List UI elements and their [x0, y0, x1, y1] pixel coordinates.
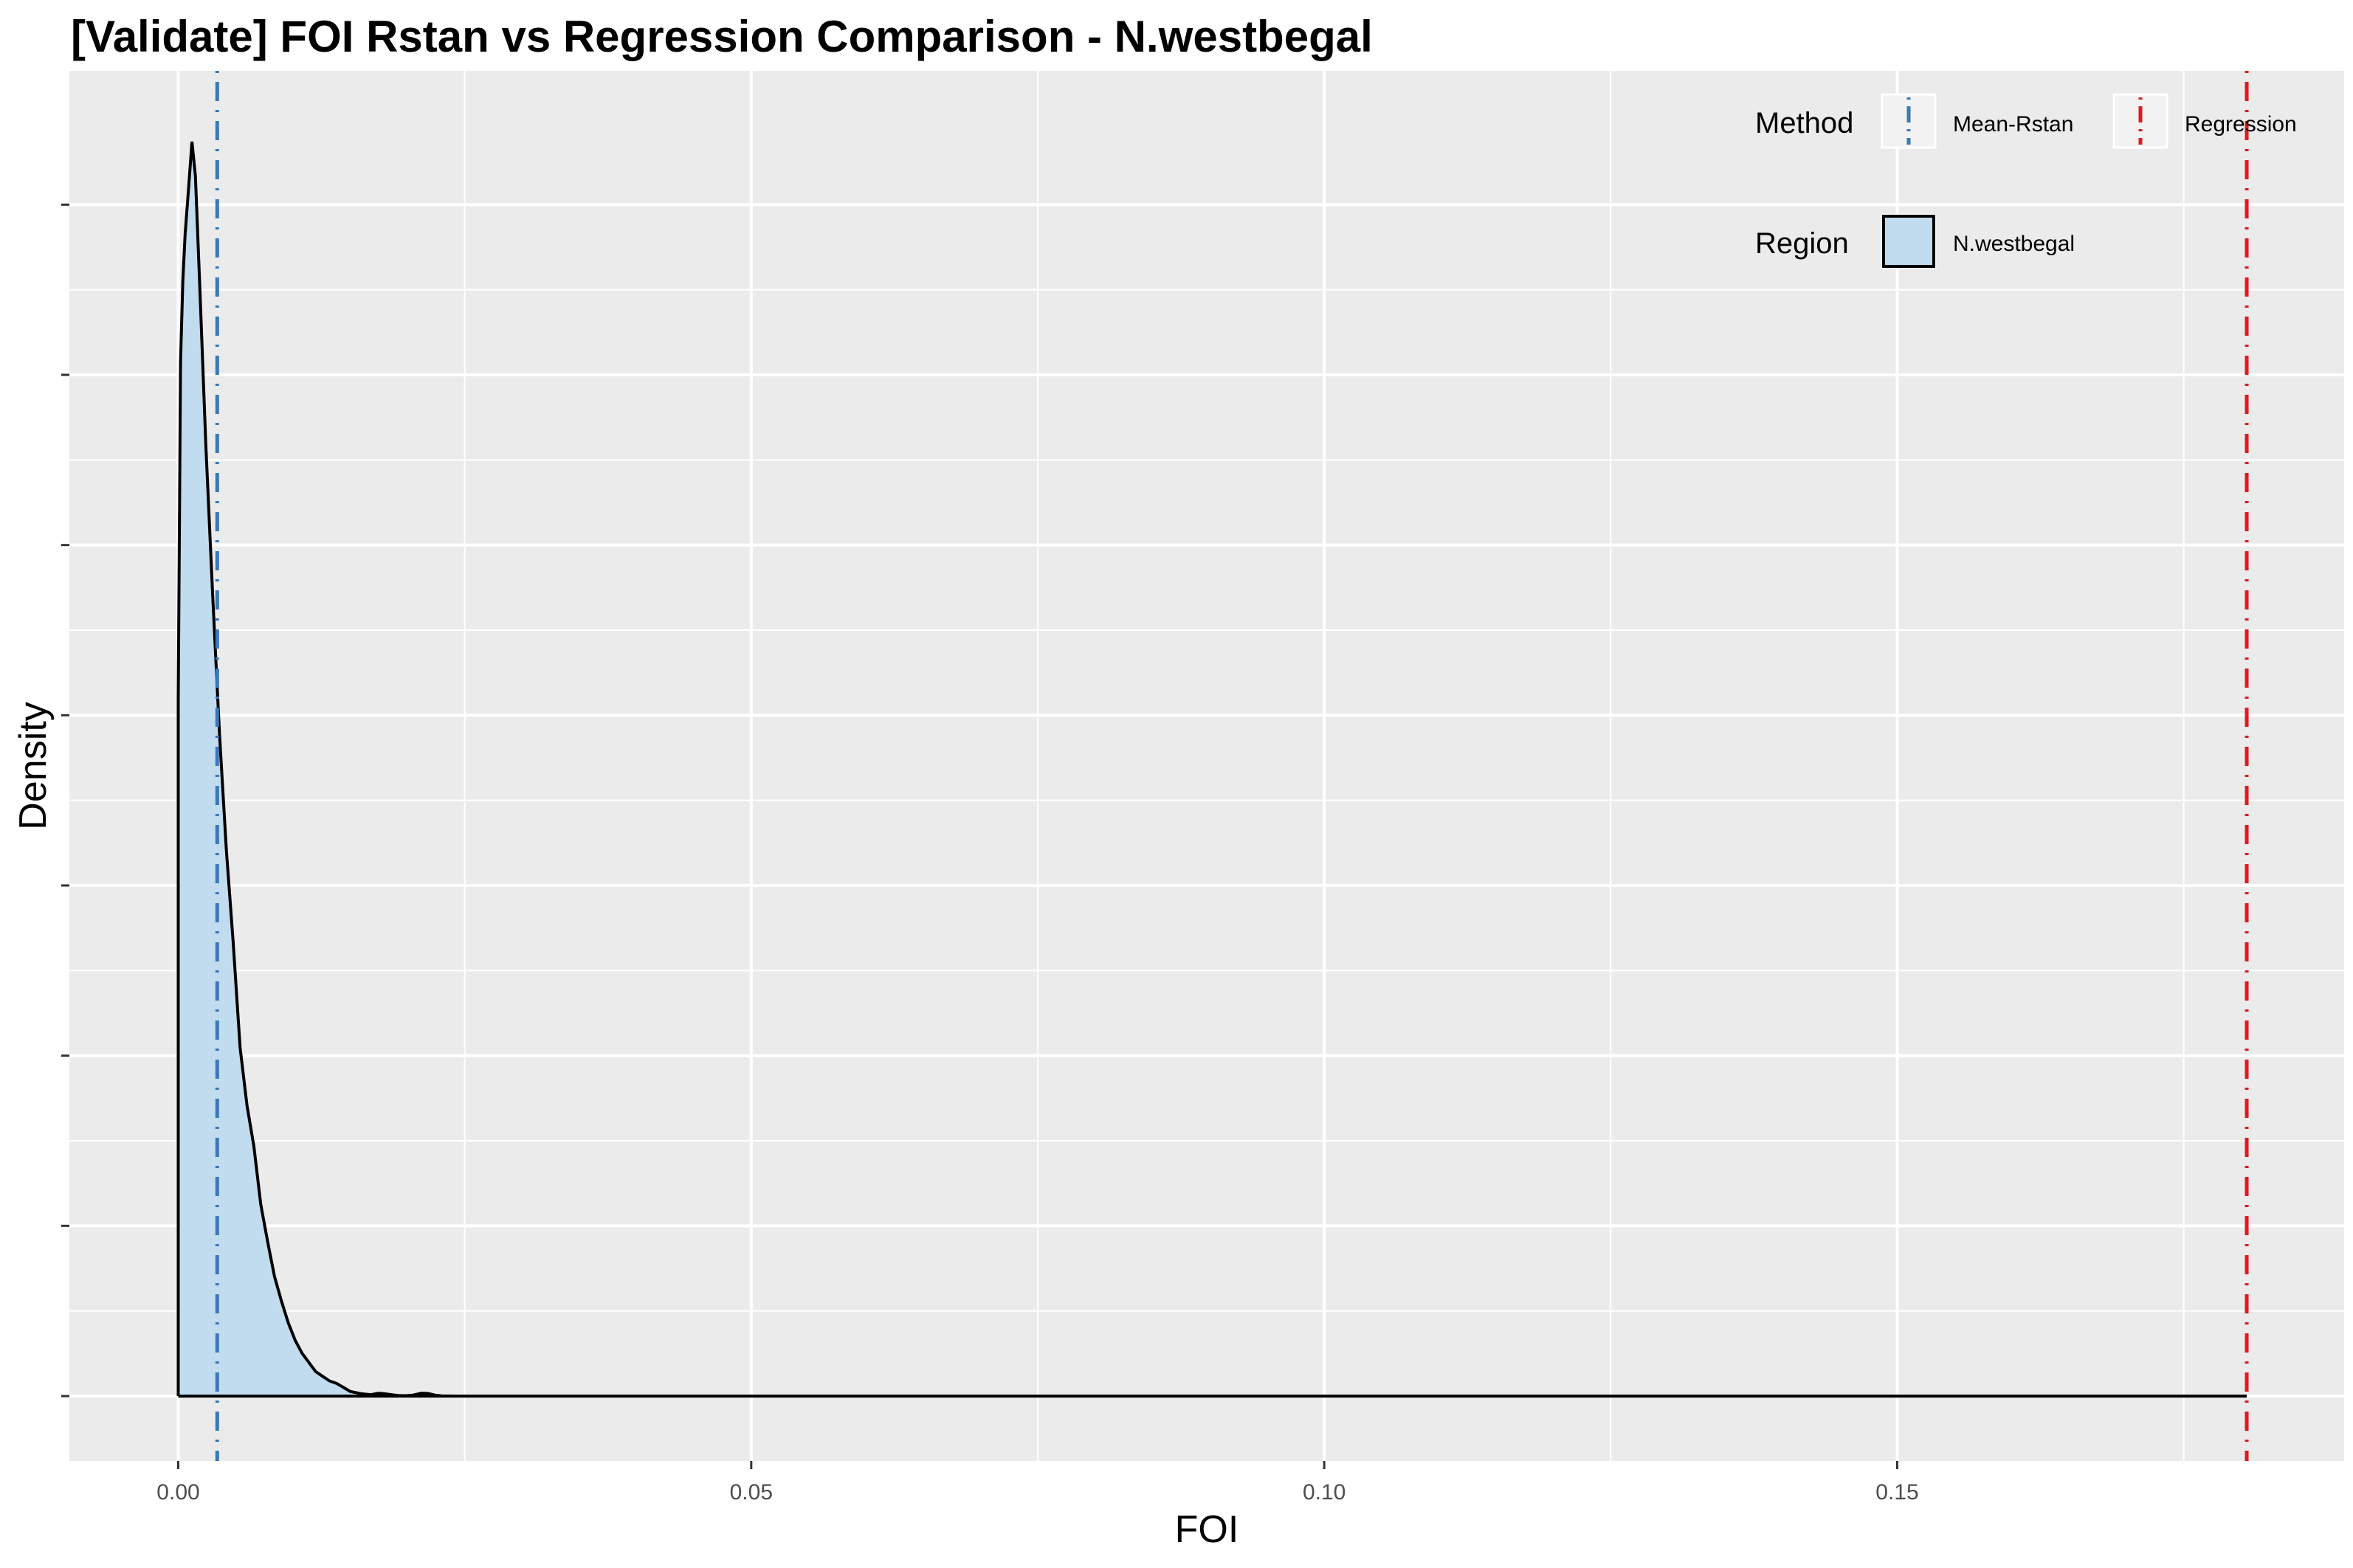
y-axis-title: Density: [12, 702, 55, 829]
legend-region-title: Region: [1755, 227, 1849, 260]
density-line-n-westbegal: [176, 141, 2247, 1398]
chart-title: [Validate] FOI Rstan vs Regression Compa…: [71, 12, 1373, 61]
legend-label-n-westbegal: N.westbegal: [1953, 232, 2075, 256]
x-tick-label-2: 0.10: [1303, 1480, 1346, 1505]
major-gridlines: [69, 71, 2344, 1461]
reference-lines: [215, 71, 2249, 1461]
legend-label-regression: Regression: [2185, 112, 2297, 137]
x-axis-ticks: 0.00 0.05 0.10 0.15: [156, 1461, 1919, 1505]
legend-item-mean-rstan: Mean-Rstan: [1881, 93, 2073, 149]
plot-panel: [69, 71, 2344, 1461]
y-axis-ticks: [61, 203, 69, 1398]
x-tick-label-3: 0.15: [1875, 1480, 1918, 1505]
legend-item-n-westbegal: N.westbegal: [1881, 213, 2075, 269]
x-tick-label-0: 0.00: [156, 1480, 199, 1505]
legend-method-title: Method: [1755, 107, 1853, 139]
legend-item-regression: Regression: [2112, 93, 2297, 149]
x-tick-label-1: 0.05: [730, 1480, 773, 1505]
x-axis-title: FOI: [1175, 1508, 1239, 1551]
legend: Method Mean-Rstan Regression Region N.we…: [1755, 93, 2297, 269]
legend-label-mean-rstan: Mean-Rstan: [1953, 112, 2073, 137]
legend-swatch-n-westbegal: [1882, 215, 1935, 268]
minor-gridlines: [69, 71, 2344, 1461]
